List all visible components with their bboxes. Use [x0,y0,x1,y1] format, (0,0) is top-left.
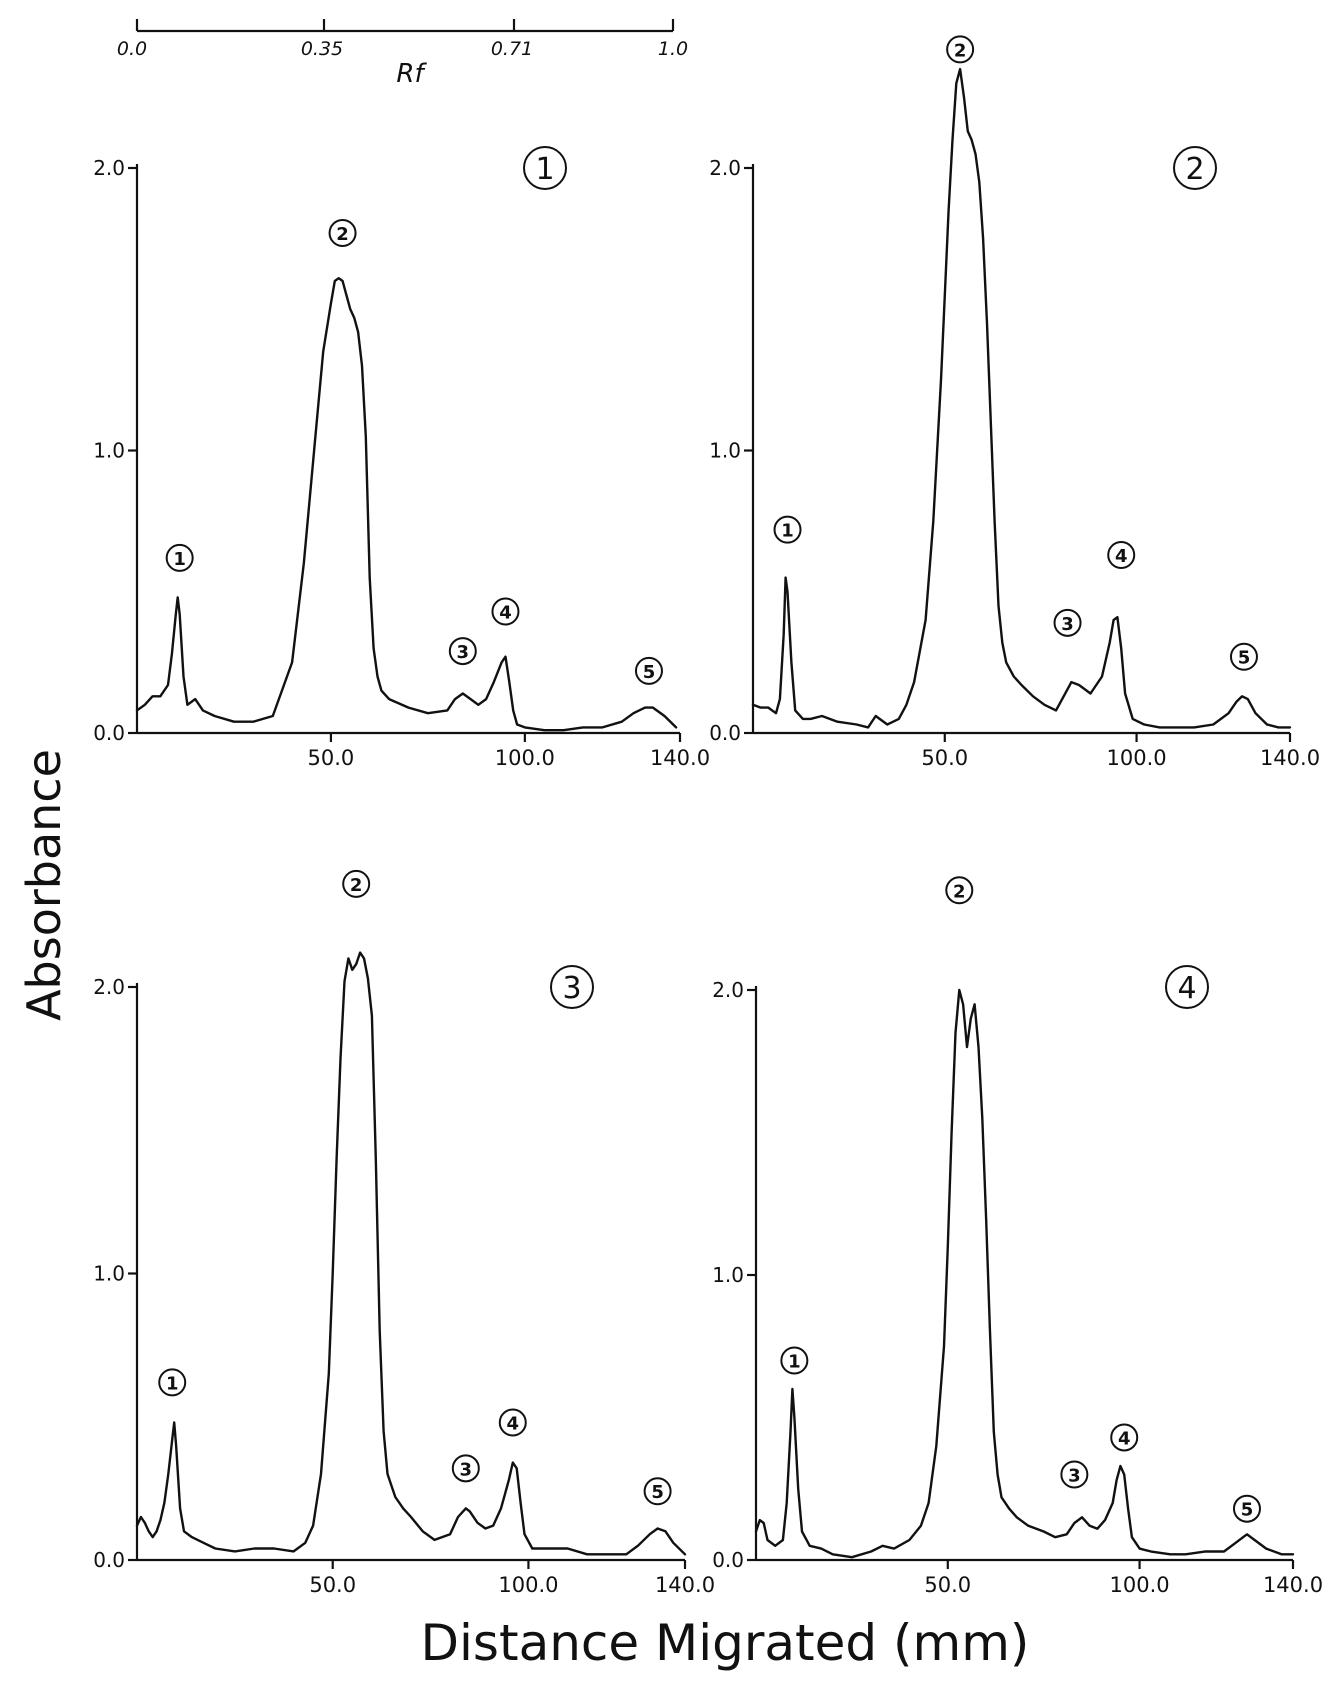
peak-label: 3 [460,1459,473,1480]
y-tick-label: 2.0 [93,156,125,180]
panel-label-circle [523,146,567,190]
panel-label: 2 [1185,152,1204,187]
peak-label: 4 [1115,546,1128,567]
peak-label-circle [165,543,194,572]
absorbance-trace [135,951,687,1556]
peak-label: 4 [1118,1428,1131,1449]
panel-3: 0.0 1.0 2.0 50.0 100.0 140.0 3 1 2 3 4 5 [93,869,715,1597]
peak-label: 1 [781,521,794,542]
peak-label-circle [1060,1460,1089,1489]
x-tick-label: 100.0 [498,1573,558,1597]
peak-label-circle [1229,642,1258,671]
peak-label-circle [773,515,802,544]
peak-label: 5 [651,1482,664,1503]
panel-2: 0.0 1.0 2.0 50.0 100.0 140.0 2 1 2 3 4 5 [709,35,1320,770]
y-tick-label: 1.0 [712,1263,744,1287]
x-tick-label: 50.0 [308,746,355,770]
y-tick-label: 2.0 [712,978,744,1002]
peak-label-circle [491,597,520,626]
x-tick-label: 100.0 [495,746,555,770]
y-tick-label: 1.0 [93,1262,125,1286]
x-tick-label: 140.0 [655,1573,715,1597]
x-tick-label: 140.0 [650,746,710,770]
rf-tick-label-2: 0.71 [491,38,533,60]
peak-label-circle [946,35,975,64]
peak-label-circle [342,869,371,898]
panel-label: 4 [1177,971,1196,1006]
y-tick-label: 2.0 [709,156,741,180]
panel-label-circle [1165,965,1209,1009]
x-tick-label: 100.0 [1110,1573,1170,1597]
y-tick-label: 0.0 [709,721,741,745]
peak-label-circle [780,1346,809,1375]
peak-label-circle [498,1408,527,1437]
peak-label: 2 [350,875,363,896]
y-tick-label: 0.0 [93,1548,125,1572]
panel-label: 1 [535,152,554,187]
peak-label: 5 [1241,1500,1254,1521]
peak-label-circle [1110,1423,1139,1452]
panel-1: 0.0 1.0 2.0 50.0 100.0 140.0 1 1 2 3 4 5 [93,146,710,770]
rf-tick-label-3: 1.0 [658,38,688,60]
peak-label-circle [945,876,974,905]
rf-tick-label-0: 0.0 [117,38,147,60]
absorbance-trace [754,988,1295,1559]
absorbance-trace [135,277,678,732]
peak-label-circle [1053,608,1082,637]
peak-label: 5 [1238,648,1251,669]
peak-label: 5 [643,662,656,683]
x-tick-label: 140.0 [1260,746,1320,770]
peak-label: 1 [173,549,186,570]
panel-label-circle [550,965,594,1009]
peak-label: 2 [953,881,966,902]
x-tick-label: 140.0 [1263,1573,1323,1597]
y-axis-title: Absorbance [17,749,71,1021]
peak-label-circle [158,1368,187,1397]
panel-label-circle [1173,146,1217,190]
peak-label: 1 [788,1352,801,1373]
peak-label: 3 [457,642,470,663]
peak-label-circle [1107,541,1136,570]
peak-label-circle [451,1454,480,1483]
rf-tick-label-1: 0.35 [301,38,343,60]
y-tick-label: 0.0 [712,1548,744,1572]
y-tick-label: 1.0 [709,439,741,463]
panel-4: 0.0 1.0 2.0 50.0 100.0 140.0 4 1 2 3 4 5 [712,876,1323,1597]
x-tick-label: 50.0 [924,1573,971,1597]
peak-label: 2 [336,224,349,245]
y-tick-label: 1.0 [93,439,125,463]
peak-label-circle [1232,1494,1261,1523]
peak-label-circle [643,1477,672,1506]
peak-label-circle [328,218,357,247]
peak-label: 2 [954,40,967,61]
x-axis-title: Distance Migrated (mm) [421,1614,1030,1672]
x-tick-label: 100.0 [1107,746,1167,770]
rf-scale-label: Rf [396,59,427,89]
peak-label: 1 [166,1373,179,1394]
peak-label: 3 [1061,614,1074,635]
absorbance-trace [751,67,1292,729]
peak-label-circle [634,656,663,685]
peak-label: 4 [499,603,512,624]
peak-label: 3 [1068,1466,1081,1487]
peak-label-circle [448,637,477,666]
y-tick-label: 0.0 [93,721,125,745]
x-tick-label: 50.0 [309,1573,356,1597]
x-tick-label: 50.0 [921,746,968,770]
panel-label: 3 [562,971,581,1006]
y-tick-label: 2.0 [93,975,125,999]
peak-label: 4 [507,1413,520,1434]
rf-scale: 0.0 0.35 0.71 1.0 Rf [117,19,688,89]
